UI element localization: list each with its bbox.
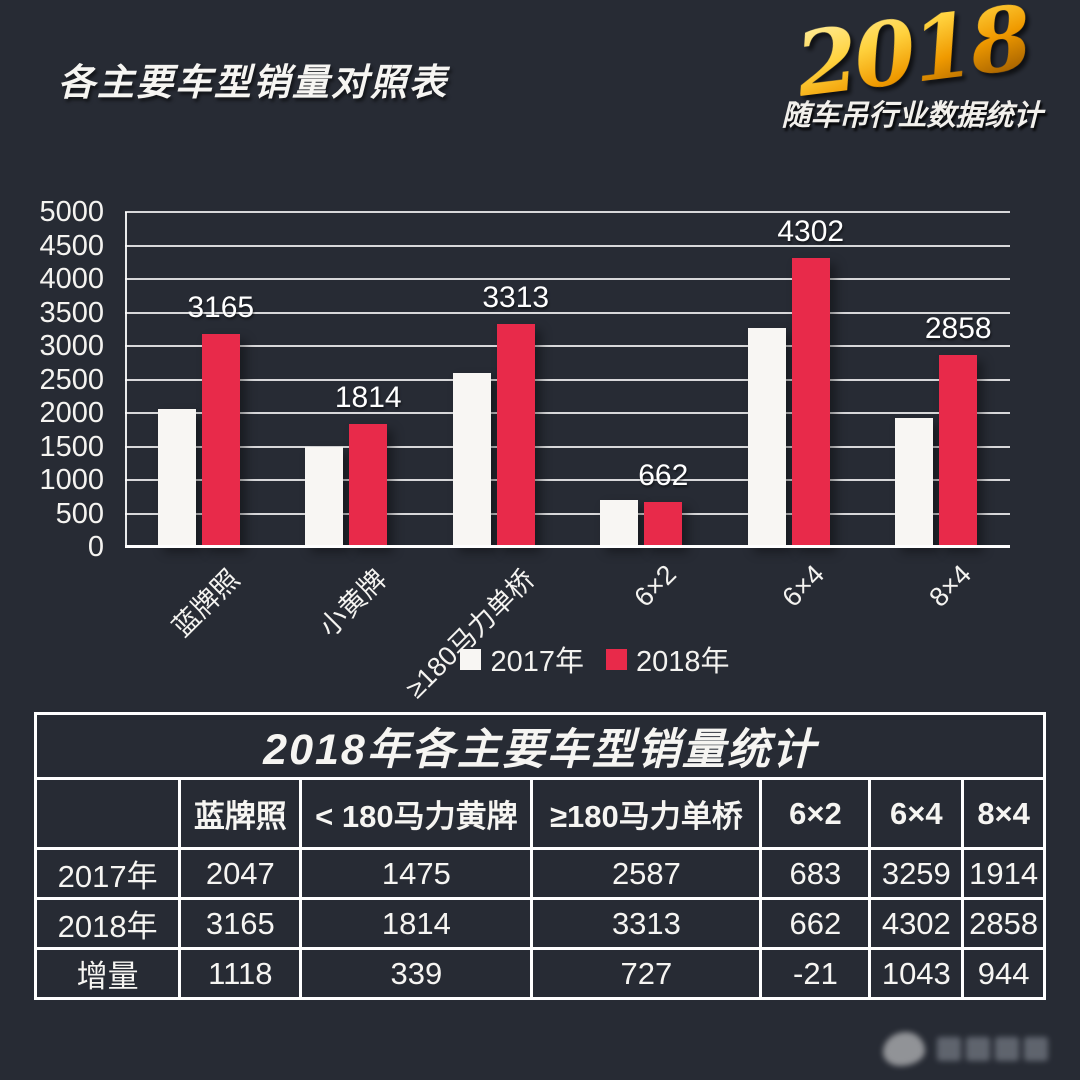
y-tick-label: 2500 [39, 363, 104, 396]
plot-area: 3165 1814 3313 662 4302 2858 [125, 211, 1010, 548]
table-row: 2017年 2047 1475 2587 683 3259 1914 [33, 847, 1046, 900]
y-tick-label: 4000 [39, 263, 104, 295]
y-tick-label: 2000 [39, 397, 104, 429]
table-cell: 727 [530, 947, 763, 1000]
bar-2017年-8×4 [895, 418, 934, 546]
table-cell: 1043 [868, 947, 965, 1000]
bar-value-label: 4302 [777, 215, 845, 248]
bar-2017年-小黄牌 [305, 447, 344, 546]
bar-value-label: 3313 [482, 281, 550, 314]
gridline [125, 378, 1010, 381]
table-cell: 4302 [868, 897, 965, 950]
watermark-text-blur [937, 1037, 1048, 1061]
x-axis-line [125, 545, 1010, 548]
table-row: 增量 1118 339 727 -21 1043 944 [33, 947, 1046, 1000]
x-category-label: ≥180马力单桥 [399, 563, 540, 704]
table-cell: 3165 [178, 897, 303, 950]
table-cell: 1814 [299, 897, 534, 950]
table-cell: 2587 [530, 847, 763, 900]
column-header: 6×2 [759, 777, 872, 850]
column-header: ≥180马力单桥 [530, 777, 763, 850]
table-cell: 2858 [961, 897, 1046, 950]
column-header: < 180马力黄牌 [299, 777, 534, 850]
bar-2018年-小黄牌 [349, 424, 388, 546]
y-tick-label: 3500 [39, 296, 104, 329]
x-category-label: 6×2 [628, 559, 683, 613]
gridline [125, 244, 1010, 247]
y-tick-label: 3000 [39, 330, 104, 362]
table-cell: 1914 [961, 847, 1046, 900]
bar-value-label: 1814 [334, 381, 402, 414]
gridline [125, 512, 1010, 515]
gridline [125, 412, 1010, 414]
logo-year-2018: 2018 [790, 0, 1034, 117]
y-tick-label: 0 [87, 531, 104, 563]
table-cell: 1475 [299, 847, 534, 900]
y-tick-label: 1000 [39, 464, 104, 496]
gridline [125, 211, 1010, 213]
y-tick-label: 4500 [39, 229, 104, 262]
x-category-label: 6×4 [776, 559, 830, 613]
column-header: 蓝牌照 [178, 777, 303, 850]
legend-swatch-icon [606, 648, 627, 670]
y-tick-label: 500 [55, 497, 104, 530]
table-cell: 339 [299, 947, 534, 1000]
bar-value-label: 2858 [924, 312, 992, 345]
x-category-label: 小黄牌 [313, 563, 393, 643]
y-axis: 0 500 1000 1500 2000 2500 3000 3500 4000 4500 5000 [0, 196, 112, 563]
bar-2018年-6×2 [644, 502, 683, 546]
y-tick-label: 1500 [39, 430, 104, 463]
legend-item-2018年: 2018年 [606, 638, 730, 680]
x-category-label: 8×4 [923, 559, 978, 613]
row-label: 2017年 [33, 847, 182, 900]
table-cell: -21 [759, 947, 872, 1000]
gridline [125, 479, 1010, 481]
gridline [125, 445, 1010, 448]
table-cell: 662 [759, 897, 872, 950]
page-title: 各主要车型销量对照表 [58, 62, 448, 103]
bar-2018年-≥180马力单桥 [496, 324, 535, 546]
row-label: 增量 [33, 947, 182, 1000]
table-row: 2018年 3165 1814 3313 662 4302 2858 [33, 897, 1046, 950]
watermark-blob-icon [883, 1032, 925, 1066]
bar-2017年-6×2 [600, 500, 639, 546]
y-tick-label: 5000 [39, 196, 104, 228]
sales-table: 2018年各主要车型销量统计 蓝牌照 < 180马力黄牌 ≥180马力单桥 6×2 6×4… [33, 712, 1046, 1000]
table-cell: 683 [759, 847, 872, 900]
gridline [125, 311, 1010, 314]
bar-2017年-≥180马力单桥 [452, 373, 491, 546]
gridline [125, 278, 1010, 280]
legend-label: 2017年 [490, 646, 584, 678]
row-label: 2018年 [33, 897, 182, 950]
chart-legend: 2017年 2018年 [0, 638, 1080, 680]
legend-label: 2018年 [636, 646, 730, 678]
x-category-label: 蓝牌照 [166, 563, 245, 643]
table-cell: 3259 [868, 847, 965, 900]
bar-value-label: 662 [638, 459, 689, 492]
bar-2018年-蓝牌照 [201, 334, 240, 546]
bar-chart: 0 500 1000 1500 2000 2500 3000 3500 4000 4500 5000… [0, 196, 1080, 563]
table-cell: 3313 [530, 897, 763, 950]
column-header: 6×4 [868, 777, 965, 850]
bar-2017年-6×4 [747, 328, 786, 546]
bar-value-label: 3165 [187, 291, 255, 324]
watermark-logo [883, 1032, 1048, 1066]
table-cell: 2047 [178, 847, 303, 900]
bar-2017年-蓝牌照 [157, 409, 196, 546]
bar-2018年-8×4 [939, 355, 978, 546]
table-cell: 1118 [178, 947, 303, 1000]
legend-swatch-icon [460, 648, 482, 670]
logo-subtitle: 随车吊行业数据统计 [781, 99, 1043, 132]
table-cell: 944 [961, 947, 1046, 1000]
brand-logo: 2018 随车吊行业数据统计 [762, 0, 1062, 134]
table-title: 2018年各主要车型销量统计 [34, 712, 1046, 780]
column-header [33, 777, 182, 850]
column-header: 8×4 [961, 777, 1046, 850]
legend-item-2017年: 2017年 [460, 638, 584, 680]
bar-2018年-6×4 [791, 258, 830, 546]
gridline [125, 345, 1010, 347]
